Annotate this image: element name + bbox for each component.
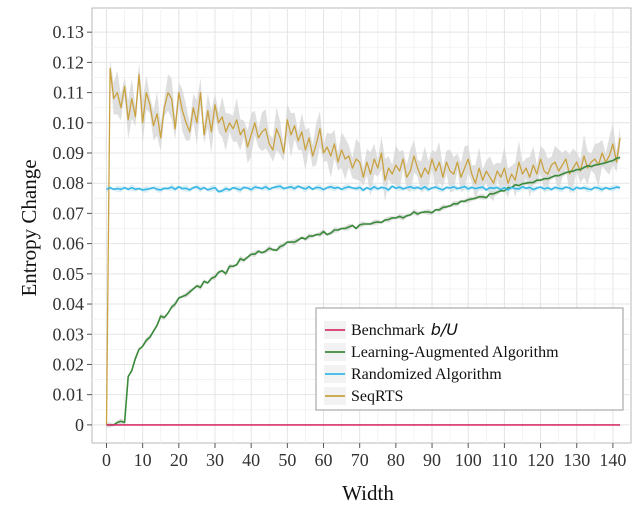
y-tick-label: 0.05 bbox=[53, 264, 85, 284]
x-tick-label: 70 bbox=[351, 450, 369, 470]
y-tick-label: 0.11 bbox=[53, 83, 84, 103]
y-axis-title: Entropy Change bbox=[17, 159, 41, 296]
y-tick-label: 0.03 bbox=[53, 324, 85, 344]
legend-label: SeqRTS bbox=[351, 388, 403, 405]
x-tick-label: 100 bbox=[455, 450, 482, 470]
legend-box bbox=[315, 307, 624, 411]
band-seqrts bbox=[110, 60, 621, 202]
series-line-seqrts bbox=[105, 67, 621, 425]
x-tick-label: 40 bbox=[242, 450, 260, 470]
y-ticks: 0 0.01 0.02 0.03 0.04 0.05 0.06 0.07 0.08 0.09 0.1… bbox=[53, 22, 92, 435]
x-tick-label: 10 bbox=[134, 450, 152, 470]
y-tick-label: 0.13 bbox=[53, 22, 85, 42]
legend-label: Benchmark bbox=[351, 322, 425, 339]
y-tick-label: 0.09 bbox=[53, 143, 85, 163]
x-tick-label: 90 bbox=[423, 450, 441, 470]
y-tick-label: 0.01 bbox=[53, 385, 85, 405]
x-tick-label: 30 bbox=[206, 450, 224, 470]
confidence-bands bbox=[106, 60, 621, 428]
x-tick-label: 140 bbox=[599, 450, 626, 470]
y-tick-label: 0.06 bbox=[53, 234, 85, 254]
series-line-learning-augmented-algorithm bbox=[106, 156, 621, 426]
x-tick-label: 130 bbox=[563, 450, 590, 470]
x-tick-label: 0 bbox=[102, 450, 111, 470]
x-tick-label: 80 bbox=[387, 450, 405, 470]
legend-label: Randomized Algorithm bbox=[351, 366, 502, 383]
band-randomized-algorithm bbox=[106, 182, 621, 194]
x-tick-label: 120 bbox=[527, 450, 554, 470]
series-lines bbox=[105, 67, 621, 426]
y-tick-label: 0.07 bbox=[53, 203, 85, 223]
x-ticks: 0 10 20 30 40 50 60 70 80 90 100 110 120 130 140 bbox=[102, 443, 626, 470]
legend-label-suffix: b/U bbox=[431, 320, 459, 339]
x-tick-label: 110 bbox=[491, 450, 517, 470]
y-tick-label: 0 bbox=[75, 415, 84, 435]
y-tick-label: 0.02 bbox=[53, 354, 85, 374]
y-tick-label: 0.04 bbox=[53, 294, 85, 314]
x-tick-label: 20 bbox=[170, 450, 188, 470]
legend: Benchmark b/U Learning-Augmented Algorithm… bbox=[315, 307, 624, 411]
legend-label: Learning-Augmented Algorithm bbox=[351, 344, 559, 361]
x-tick-label: 50 bbox=[278, 450, 296, 470]
y-tick-label: 0.10 bbox=[53, 113, 85, 133]
series-line-randomized-algorithm bbox=[106, 185, 621, 193]
y-tick-label: 0.12 bbox=[53, 52, 85, 72]
x-axis-title: Width bbox=[342, 481, 394, 505]
x-tick-label: 60 bbox=[315, 450, 333, 470]
y-tick-label: 0.08 bbox=[53, 173, 85, 193]
